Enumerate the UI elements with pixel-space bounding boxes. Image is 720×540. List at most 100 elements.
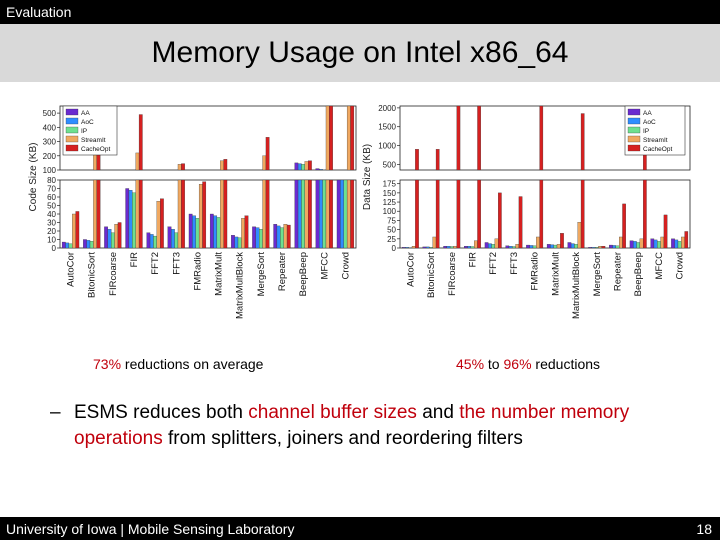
bar-upper-4-12 <box>329 105 333 171</box>
legend-swatch <box>627 135 641 143</box>
y-tick-label: 100 <box>383 207 397 216</box>
bar-lower-3-10 <box>619 236 623 249</box>
bar-lower-2-8 <box>574 244 578 249</box>
bar-lower-3-9 <box>262 179 267 249</box>
left-caption-text: reductions on average <box>121 356 264 372</box>
x-tick-label: FIRcoarse <box>447 252 458 296</box>
legend-swatch <box>65 108 79 116</box>
bar-lower-0-13 <box>671 238 675 249</box>
bar-upper-4-2 <box>456 105 461 171</box>
upper-panel-frame <box>399 105 691 171</box>
bar-lower-3-11 <box>639 238 644 249</box>
legend-label: IP <box>81 128 87 135</box>
bar-upper-4-9 <box>265 137 270 171</box>
x-tick-label: BeepBeep <box>298 252 309 296</box>
bar-upper-0-11 <box>294 162 299 171</box>
bar-lower-3-7 <box>556 244 561 249</box>
bar-upper-3-11 <box>304 161 309 171</box>
x-tick-label: MatrixMultBlock <box>571 252 582 319</box>
y-tick-label: 20 <box>47 227 56 236</box>
bar-upper-1-11 <box>297 163 302 171</box>
bar-lower-2-1 <box>429 247 433 249</box>
x-tick-label: FFT2 <box>488 252 499 275</box>
x-tick-label: Crowd <box>675 252 686 279</box>
x-tick-label: FFT3 <box>171 252 182 275</box>
x-tick-label: FMRadio <box>530 252 541 291</box>
bar-lower-4-0 <box>415 179 419 249</box>
bar-lower-1-7 <box>550 244 554 249</box>
x-tick-label: AutoCor <box>66 252 77 287</box>
bar-upper-4-0 <box>415 149 419 171</box>
bar-lower-0-0 <box>61 241 66 249</box>
bar-lower-2-10 <box>615 245 620 249</box>
bar-lower-1-1 <box>86 240 91 249</box>
bar-lower-1-5 <box>508 246 513 249</box>
page-number: 18 <box>696 521 712 537</box>
bar-lower-2-4 <box>491 244 496 249</box>
bar-lower-1-7 <box>213 215 218 249</box>
y-tick-label: 10 <box>47 236 56 245</box>
bar-upper-4-11 <box>308 160 312 171</box>
x-tick-label: MergeSort <box>256 252 267 297</box>
bar-lower-4-13 <box>684 231 689 249</box>
bar-lower-0-9 <box>252 226 256 249</box>
x-tick-label: MatrixMult <box>214 252 225 296</box>
bar-lower-1-0 <box>405 247 409 249</box>
x-tick-label: MatrixMult <box>550 252 561 296</box>
bar-lower-4-6 <box>539 179 544 249</box>
bar-lower-2-2 <box>111 232 115 249</box>
bar-lower-2-1 <box>89 241 94 249</box>
bar-lower-0-11 <box>629 240 634 249</box>
bar-lower-0-2 <box>443 246 447 249</box>
title-bar: Memory Usage on Intel x86_64 <box>0 24 720 82</box>
bar-lower-2-0 <box>68 243 73 249</box>
y-tick-label: 75 <box>387 216 396 225</box>
bullet-dash: – <box>50 402 61 423</box>
bar-lower-1-6 <box>192 215 196 249</box>
legend-label: StreamIt <box>643 137 668 144</box>
x-tick-label: MergeSort <box>592 252 603 297</box>
bar-lower-3-13 <box>346 179 351 249</box>
bar-lower-1-3 <box>467 246 471 249</box>
bar-lower-3-8 <box>241 218 245 249</box>
y-tick-label: 300 <box>43 138 57 147</box>
bar-lower-4-2 <box>456 179 461 249</box>
bar-lower-0-9 <box>588 247 592 249</box>
y-tick-label: 200 <box>43 152 57 161</box>
bar-lower-0-7 <box>546 244 551 249</box>
right-caption-mid: to <box>484 356 504 372</box>
y-tick-label: 100 <box>43 166 57 175</box>
bar-lower-0-4 <box>484 242 489 249</box>
bar-lower-2-5 <box>512 246 516 249</box>
bar-lower-1-2 <box>107 229 112 249</box>
x-tick-label: Repeater <box>613 252 624 291</box>
bar-lower-0-7 <box>209 213 214 249</box>
bar-upper-4-7 <box>223 159 228 171</box>
bar-lower-3-6 <box>198 184 203 249</box>
bar-lower-2-4 <box>153 235 157 249</box>
bar-lower-1-6 <box>529 245 534 249</box>
bar-upper-4-13 <box>350 105 355 171</box>
x-tick-label: AutoCor <box>405 252 416 287</box>
bar-lower-1-9 <box>255 227 260 249</box>
bar-lower-0-1 <box>422 246 427 249</box>
bar-lower-1-5 <box>171 229 175 249</box>
y-tick-label: 50 <box>47 202 56 211</box>
bar-lower-3-5 <box>515 244 520 249</box>
bar-lower-0-5 <box>505 245 510 249</box>
x-tick-label: MFCC <box>654 252 665 280</box>
x-tick-label: BitonicSort <box>426 252 437 298</box>
bar-lower-4-4 <box>498 192 502 249</box>
bar-lower-4-4 <box>160 198 164 249</box>
section-bar: Evaluation <box>0 0 720 24</box>
bar-lower-2-6 <box>195 218 200 249</box>
x-tick-label: Crowd <box>340 252 351 279</box>
x-tick-label: FFT2 <box>150 252 161 275</box>
bar-lower-0-12 <box>315 179 320 249</box>
bar-lower-1-13 <box>674 239 679 249</box>
bar-lower-4-11 <box>308 179 312 249</box>
y-tick-label: 500 <box>43 109 57 118</box>
y-tick-label: 30 <box>47 219 56 228</box>
bar-lower-0-1 <box>83 239 87 249</box>
